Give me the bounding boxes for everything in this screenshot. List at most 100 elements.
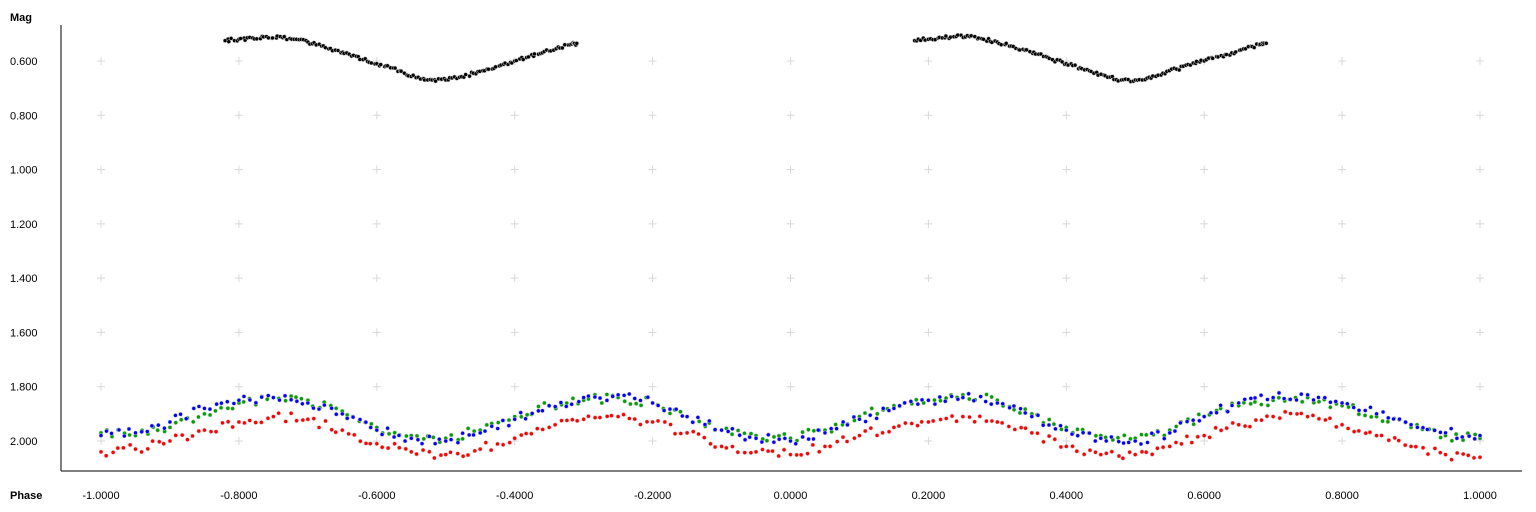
- data-point: [415, 437, 421, 442]
- data-point: [1299, 391, 1304, 397]
- data-point: [196, 404, 202, 409]
- data-point: [896, 423, 902, 429]
- data-point: [526, 54, 531, 60]
- data-point: [1201, 414, 1207, 419]
- data-point: [1224, 425, 1229, 431]
- x-tick-label: 1.0000: [1463, 490, 1497, 502]
- data-point: [1380, 418, 1385, 424]
- data-point: [213, 429, 219, 434]
- data-point: [1310, 413, 1316, 418]
- data-point: [988, 401, 994, 407]
- data-point: [1281, 396, 1287, 401]
- data-point: [766, 432, 771, 438]
- data-point: [747, 434, 752, 440]
- data-point: [684, 414, 690, 419]
- data-point: [472, 448, 478, 454]
- data-point: [678, 409, 683, 414]
- data-point: [265, 397, 270, 402]
- data-point: [949, 413, 955, 419]
- data-point: [989, 394, 994, 400]
- data-point: [844, 439, 850, 444]
- data-point: [1064, 427, 1069, 433]
- data-point: [680, 413, 685, 419]
- data-point: [1449, 457, 1454, 462]
- data-point: [897, 403, 902, 409]
- data-point: [1173, 424, 1179, 429]
- data-point: [1276, 395, 1282, 400]
- data-point: [1040, 422, 1046, 428]
- data-point: [621, 393, 627, 398]
- data-point: [437, 436, 442, 442]
- data-point: [293, 394, 299, 400]
- data-point: [493, 64, 498, 70]
- data-point: [615, 414, 621, 419]
- data-point: [875, 411, 880, 417]
- data-point: [794, 452, 799, 458]
- data-point: [460, 453, 466, 459]
- data-point: [1052, 437, 1058, 442]
- data-point: [1453, 431, 1459, 437]
- data-point: [230, 406, 235, 411]
- data-point: [1252, 395, 1258, 401]
- data-point: [576, 399, 582, 404]
- data-point: [960, 414, 966, 419]
- data-point: [972, 419, 977, 425]
- data-point: [466, 432, 472, 438]
- data-point: [702, 422, 708, 427]
- data-point: [638, 422, 643, 427]
- data-point: [1046, 417, 1052, 422]
- data-point: [1380, 409, 1386, 415]
- x-tick-label: 0.8000: [1325, 490, 1359, 502]
- data-point: [1460, 434, 1465, 440]
- data-point: [368, 425, 373, 430]
- data-point: [477, 446, 483, 452]
- data-point: [208, 429, 214, 434]
- data-point: [1155, 429, 1161, 435]
- data-point: [448, 432, 454, 438]
- data-point: [805, 451, 810, 456]
- data-point: [1454, 450, 1460, 456]
- data-point: [1438, 450, 1443, 455]
- data-point: [627, 391, 632, 397]
- x-tick-label: 0.0000: [774, 490, 808, 502]
- data-point: [1023, 410, 1028, 416]
- data-point: [1041, 439, 1046, 445]
- x-axis-title: Phase: [10, 490, 42, 502]
- data-point: [1007, 405, 1012, 410]
- data-point: [735, 449, 741, 455]
- data-point: [1178, 420, 1183, 426]
- data-point: [592, 415, 598, 420]
- data-point: [109, 431, 114, 436]
- data-point: [1242, 423, 1248, 429]
- data-point: [863, 419, 868, 424]
- data-point: [1367, 429, 1373, 435]
- data-point: [368, 441, 373, 446]
- data-point: [1093, 438, 1098, 444]
- data-point: [225, 419, 231, 424]
- data-point: [574, 418, 580, 424]
- data-point: [581, 417, 586, 422]
- data-point: [185, 437, 190, 442]
- data-point: [1334, 424, 1339, 430]
- data-point: [788, 438, 793, 444]
- data-point: [300, 417, 306, 423]
- data-point: [207, 406, 213, 412]
- data-point: [673, 406, 679, 412]
- data-point: [650, 400, 655, 406]
- data-point: [414, 433, 420, 439]
- data-point: [1316, 395, 1321, 400]
- data-point: [981, 37, 986, 42]
- data-point: [305, 400, 311, 406]
- data-point: [1218, 428, 1224, 433]
- data-point: [1145, 440, 1150, 445]
- data-point: [524, 412, 530, 418]
- data-point: [943, 416, 949, 421]
- data-point: [1167, 444, 1172, 449]
- data-point: [840, 434, 846, 440]
- data-point: [1075, 427, 1080, 432]
- data-point: [1172, 428, 1178, 434]
- data-point: [696, 431, 701, 437]
- data-point: [851, 414, 857, 420]
- data-point: [98, 433, 104, 438]
- data-point: [316, 406, 322, 412]
